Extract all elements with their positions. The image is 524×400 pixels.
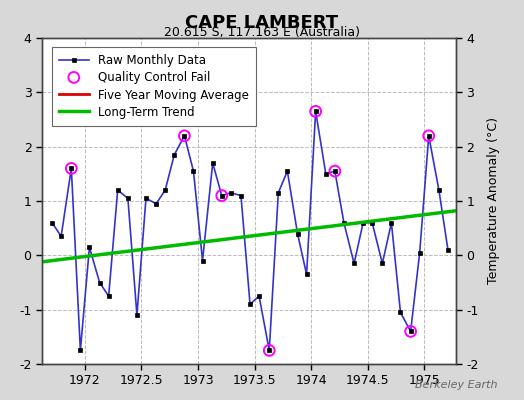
Raw Monthly Data — [68, 166, 74, 171]
Raw Monthly Data — [408, 329, 414, 334]
Raw Monthly Data — [77, 348, 83, 353]
Raw Monthly Data — [134, 313, 140, 318]
Line: Raw Monthly Data: Raw Monthly Data — [50, 109, 450, 352]
Text: 20.615 S, 117.163 E (Australia): 20.615 S, 117.163 E (Australia) — [164, 26, 360, 39]
Raw Monthly Data — [445, 248, 451, 252]
Raw Monthly Data — [219, 193, 225, 198]
Quality Control Fail — [407, 328, 415, 334]
Raw Monthly Data — [294, 231, 301, 236]
Raw Monthly Data — [266, 348, 272, 353]
Quality Control Fail — [217, 192, 226, 199]
Quality Control Fail — [311, 108, 320, 114]
Raw Monthly Data — [425, 134, 432, 138]
Raw Monthly Data — [115, 188, 121, 192]
Raw Monthly Data — [275, 190, 281, 195]
Y-axis label: Temperature Anomaly (°C): Temperature Anomaly (°C) — [487, 118, 500, 284]
Quality Control Fail — [180, 133, 189, 139]
Raw Monthly Data — [369, 220, 375, 225]
Raw Monthly Data — [96, 280, 103, 285]
Raw Monthly Data — [238, 193, 244, 198]
Raw Monthly Data — [312, 109, 319, 114]
Quality Control Fail — [265, 347, 274, 354]
Text: CAPE LAMBERT: CAPE LAMBERT — [185, 14, 339, 32]
Raw Monthly Data — [303, 272, 310, 277]
Raw Monthly Data — [162, 188, 168, 192]
Raw Monthly Data — [143, 196, 149, 201]
Raw Monthly Data — [125, 196, 131, 201]
Raw Monthly Data — [200, 258, 206, 263]
Raw Monthly Data — [153, 201, 159, 206]
Legend: Raw Monthly Data, Quality Control Fail, Five Year Moving Average, Long-Term Tren: Raw Monthly Data, Quality Control Fail, … — [52, 47, 256, 126]
Raw Monthly Data — [190, 169, 196, 174]
Raw Monthly Data — [388, 220, 395, 225]
Raw Monthly Data — [360, 220, 366, 225]
Raw Monthly Data — [105, 294, 112, 298]
Raw Monthly Data — [227, 190, 234, 195]
Raw Monthly Data — [332, 169, 338, 174]
Quality Control Fail — [331, 168, 339, 174]
Raw Monthly Data — [417, 250, 423, 255]
Raw Monthly Data — [323, 172, 329, 176]
Raw Monthly Data — [379, 261, 386, 266]
Raw Monthly Data — [171, 152, 178, 157]
Text: Berkeley Earth: Berkeley Earth — [416, 380, 498, 390]
Raw Monthly Data — [58, 234, 64, 239]
Raw Monthly Data — [284, 169, 290, 174]
Raw Monthly Data — [397, 310, 403, 315]
Raw Monthly Data — [49, 220, 55, 225]
Raw Monthly Data — [351, 261, 357, 266]
Raw Monthly Data — [256, 294, 262, 298]
Raw Monthly Data — [247, 302, 253, 307]
Raw Monthly Data — [181, 134, 188, 138]
Raw Monthly Data — [86, 245, 93, 250]
Raw Monthly Data — [436, 188, 442, 192]
Raw Monthly Data — [210, 160, 216, 165]
Raw Monthly Data — [341, 220, 347, 225]
Quality Control Fail — [424, 133, 433, 139]
Quality Control Fail — [67, 165, 75, 172]
